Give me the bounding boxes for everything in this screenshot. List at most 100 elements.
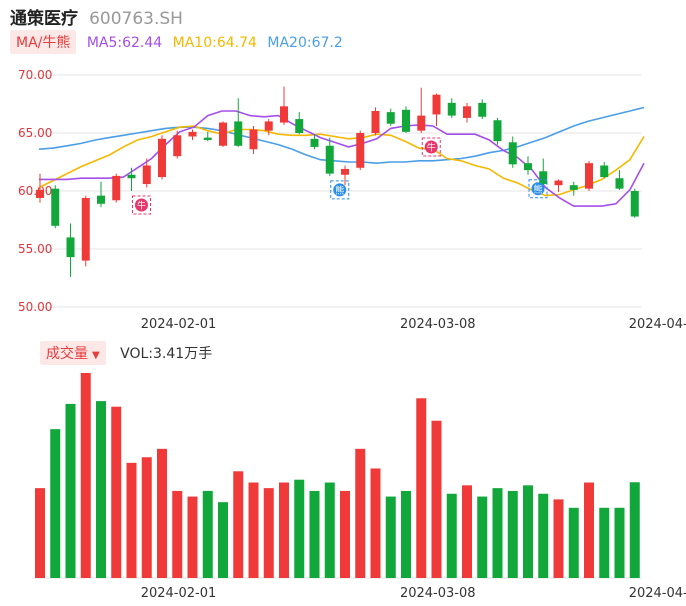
date-tick-label: 2024-03-08 bbox=[400, 317, 476, 332]
ma20-line bbox=[38, 106, 645, 165]
candle-body bbox=[36, 189, 44, 198]
candle-body bbox=[569, 185, 578, 190]
candle-body bbox=[219, 122, 227, 146]
signal-marker-text: 牛 bbox=[137, 200, 146, 212]
candle-body bbox=[188, 131, 197, 137]
volume-indicator-tag[interactable]: 成交量 ▼ bbox=[40, 341, 106, 365]
candle-body bbox=[203, 137, 212, 140]
candle-body bbox=[630, 191, 639, 217]
volume-tag-label: 成交量 bbox=[46, 346, 88, 362]
candle-body bbox=[112, 175, 121, 201]
price-tick-label: 60.00 bbox=[18, 184, 52, 198]
volume-bar bbox=[324, 482, 335, 578]
ma20-label: MA20:67.2 bbox=[267, 35, 343, 51]
volume-bar bbox=[202, 490, 213, 578]
candle-body bbox=[493, 120, 502, 142]
volume-bar bbox=[111, 406, 122, 578]
candle-body bbox=[402, 109, 410, 132]
volume-bar bbox=[355, 448, 366, 578]
ma-indicator-tag[interactable]: MA/牛熊 bbox=[10, 30, 77, 54]
signal-marker-text: 熊 bbox=[533, 183, 542, 195]
candle-body bbox=[142, 165, 151, 185]
volume-bar bbox=[309, 490, 320, 578]
volume-bar bbox=[157, 448, 167, 578]
candle-body bbox=[554, 180, 563, 186]
volume-bar bbox=[523, 485, 533, 578]
signal-marker-badge bbox=[531, 182, 545, 196]
candle-body bbox=[173, 135, 182, 157]
volume-bar bbox=[50, 429, 61, 578]
candle-body bbox=[432, 94, 441, 115]
candle-body bbox=[97, 195, 105, 204]
volume-date-tick-label: 2024-02-01 bbox=[141, 586, 217, 601]
candle-body bbox=[249, 129, 258, 150]
candle-body bbox=[463, 106, 471, 118]
volume-bar bbox=[507, 490, 518, 578]
candle-body bbox=[417, 115, 426, 131]
volume-bar bbox=[141, 457, 152, 578]
volume-bar bbox=[248, 482, 259, 578]
volume-legend: 成交量 ▼ VOL:3.41万手 bbox=[40, 341, 213, 365]
signal-marker-text: 熊 bbox=[335, 184, 344, 196]
signal-marker-badge bbox=[135, 198, 148, 212]
volume-bar bbox=[477, 496, 488, 578]
candle-body bbox=[615, 178, 624, 189]
volume-bar bbox=[263, 488, 274, 578]
volume-date-tick-label: 2024-04-08 bbox=[629, 586, 686, 601]
volume-date-tick-label: 2024-03-08 bbox=[400, 586, 476, 601]
candle-body bbox=[386, 112, 395, 124]
volume-bar bbox=[584, 482, 594, 578]
candle-body bbox=[539, 171, 548, 185]
candle-body bbox=[600, 165, 609, 178]
candle-body bbox=[51, 188, 60, 226]
volume-value: VOL:3.41万手 bbox=[120, 346, 213, 362]
signal-marker-badge bbox=[333, 183, 347, 197]
signal-marker-frame bbox=[421, 137, 441, 157]
volume-bar bbox=[218, 502, 228, 578]
candle-body bbox=[81, 197, 90, 261]
volume-bar bbox=[462, 485, 472, 578]
volume-bar bbox=[416, 398, 427, 578]
ma10-line bbox=[38, 125, 645, 197]
volume-bar bbox=[233, 471, 244, 578]
signal-marker-frame bbox=[528, 179, 548, 199]
price-tick-label: 50.00 bbox=[18, 300, 52, 314]
volume-bar bbox=[492, 488, 503, 578]
volume-bar bbox=[599, 507, 610, 578]
candle-body bbox=[127, 174, 136, 179]
volume-bar bbox=[187, 496, 198, 578]
candle-body bbox=[66, 237, 75, 258]
volume-bar bbox=[370, 468, 381, 578]
signal-marker-text: 牛 bbox=[427, 142, 436, 154]
volume-bar bbox=[568, 507, 579, 578]
volume-bar bbox=[65, 403, 76, 578]
volume-bar bbox=[340, 490, 350, 578]
ma10-label: MA10:64.74 bbox=[172, 35, 257, 51]
date-tick-label: 2024-04-08 bbox=[629, 317, 686, 332]
candle-body bbox=[295, 119, 304, 133]
candle-body bbox=[234, 121, 243, 146]
candle-body bbox=[264, 121, 273, 131]
volume-bar bbox=[279, 482, 289, 578]
signal-marker-frame bbox=[330, 180, 350, 200]
price-tick-label: 70.00 bbox=[18, 68, 52, 82]
volume-bar bbox=[385, 496, 396, 578]
candle-body bbox=[585, 163, 593, 189]
volume-bar bbox=[294, 479, 305, 578]
candle-body bbox=[447, 102, 456, 116]
volume-bar bbox=[431, 420, 442, 578]
candle-body bbox=[280, 106, 288, 123]
date-tick-label: 2024-02-01 bbox=[141, 317, 217, 332]
ma5-label: MA5:62.44 bbox=[86, 35, 163, 51]
stock-code: 600763.SH bbox=[89, 9, 183, 29]
candle-body bbox=[478, 102, 487, 117]
candle-body bbox=[356, 133, 365, 168]
volume-bar bbox=[446, 493, 457, 578]
stock-title: 通策医疗 600763.SH bbox=[10, 4, 183, 29]
signal-marker-frame bbox=[132, 195, 151, 215]
candle-body bbox=[508, 142, 517, 165]
volume-bar bbox=[96, 401, 106, 578]
candle-body bbox=[325, 145, 334, 174]
candle-body bbox=[158, 138, 166, 178]
